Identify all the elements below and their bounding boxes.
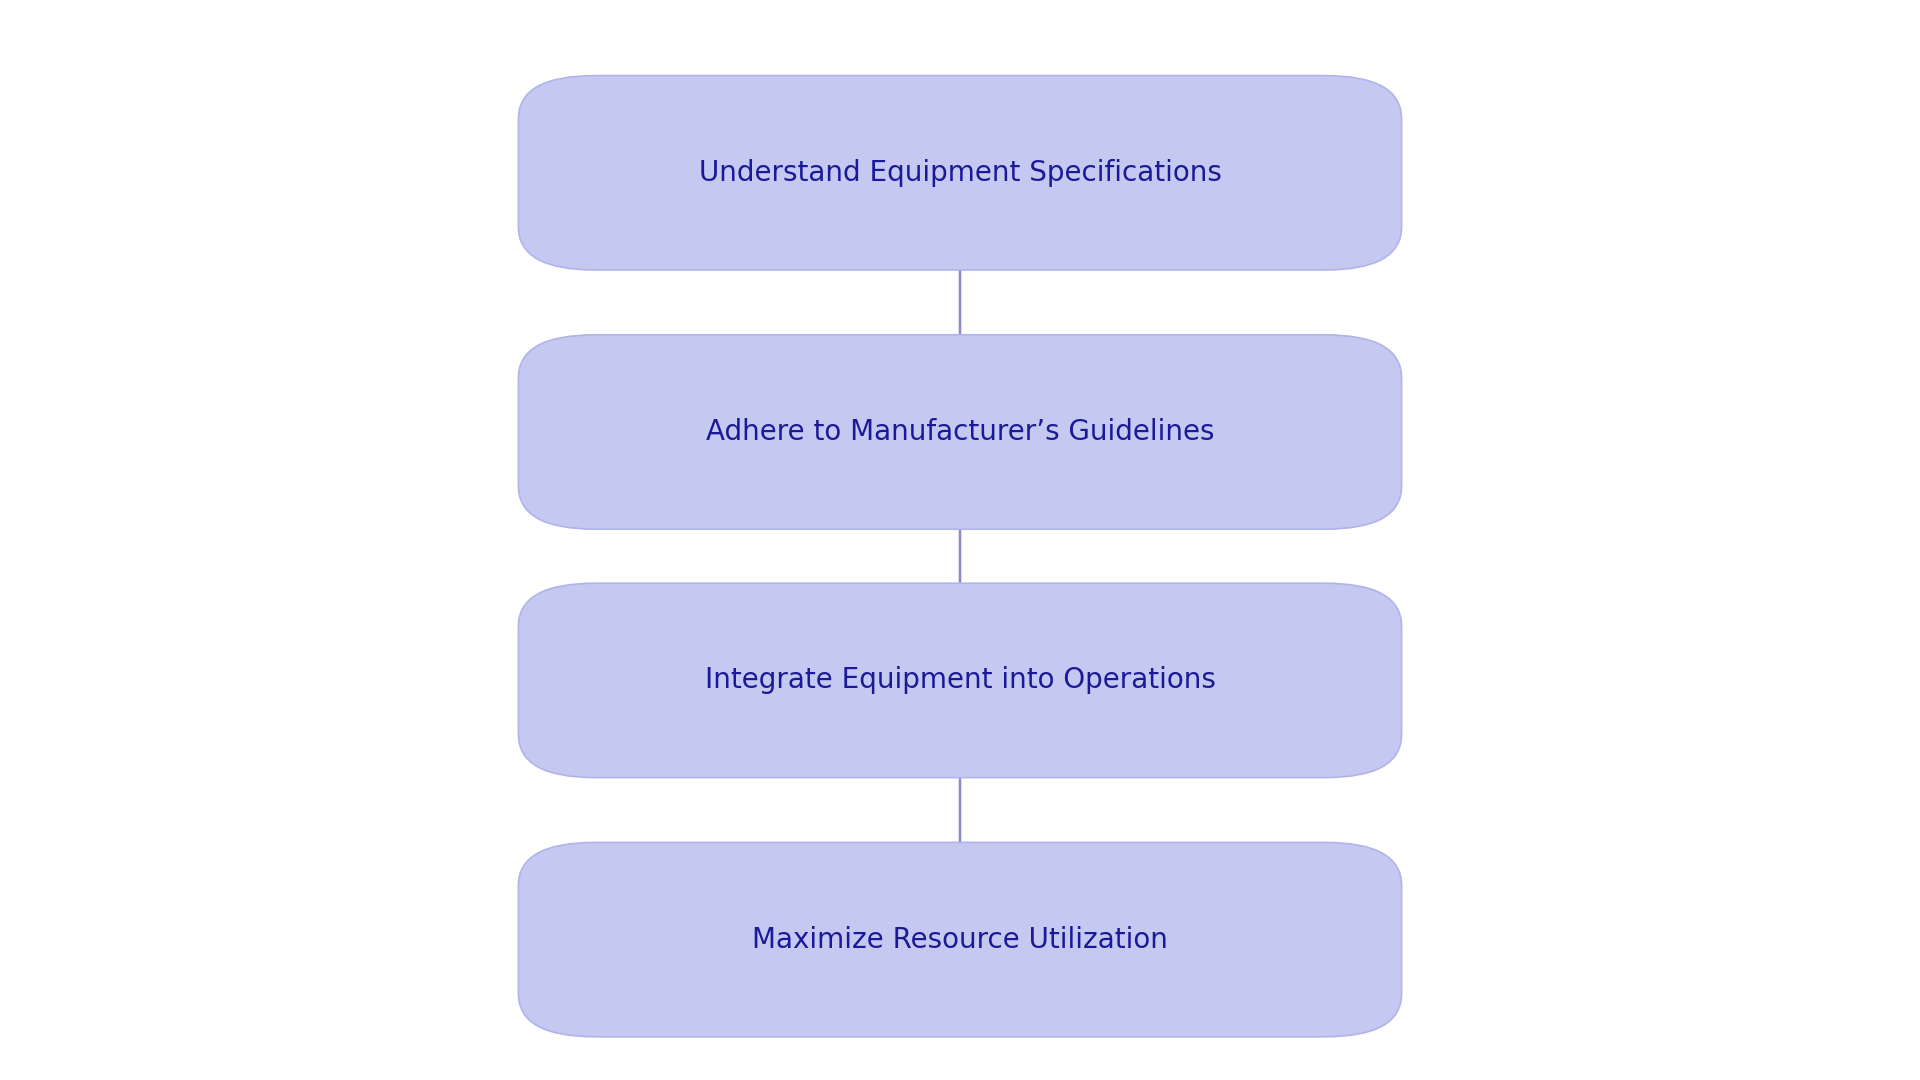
Text: Adhere to Manufacturer’s Guidelines: Adhere to Manufacturer’s Guidelines (707, 418, 1213, 446)
Text: Understand Equipment Specifications: Understand Equipment Specifications (699, 159, 1221, 187)
Text: Integrate Equipment into Operations: Integrate Equipment into Operations (705, 666, 1215, 694)
FancyBboxPatch shape (518, 842, 1402, 1037)
FancyBboxPatch shape (518, 583, 1402, 778)
Text: Maximize Resource Utilization: Maximize Resource Utilization (753, 926, 1167, 954)
FancyBboxPatch shape (518, 335, 1402, 529)
FancyBboxPatch shape (518, 76, 1402, 270)
